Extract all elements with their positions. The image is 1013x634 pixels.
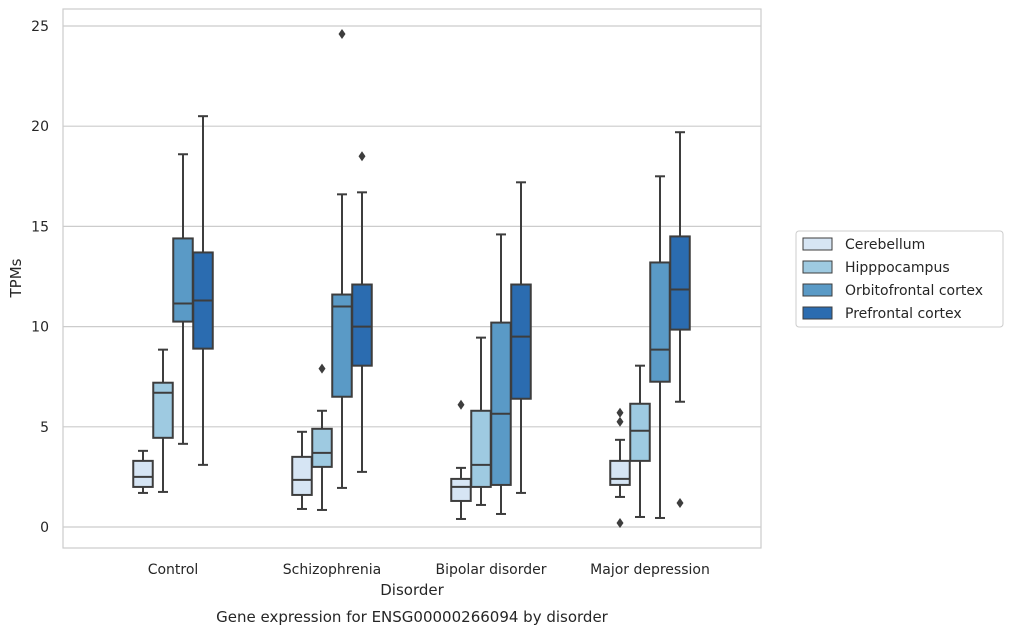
outlier-point — [616, 407, 624, 418]
legend-swatch — [802, 237, 833, 251]
box-0-1 — [152, 348, 174, 493]
iqr-box — [609, 459, 631, 486]
iqr-box — [331, 293, 353, 398]
y-tick-label: 15 — [31, 219, 49, 235]
box-3-3 — [669, 131, 691, 508]
outlier-point — [358, 151, 366, 162]
outlier-point — [676, 497, 684, 508]
outlier-point — [616, 517, 624, 528]
box-3-0 — [609, 407, 631, 528]
iqr-box — [470, 409, 492, 488]
x-axis-label: Disorder — [380, 581, 444, 599]
box-3-2 — [649, 175, 671, 519]
y-tick-label: 10 — [31, 320, 49, 336]
x-tick-labels: Control Schizophrenia Bipolar disorder Majo… — [148, 562, 710, 578]
legend-swatch — [802, 283, 833, 297]
iqr-box — [172, 237, 194, 323]
chart-caption: Gene expression for ENSG00000266094 by d… — [216, 608, 609, 626]
legend-entry-label: Cerebellum — [845, 237, 925, 253]
iqr-box — [510, 283, 532, 400]
iqr-box — [669, 235, 691, 331]
iqr-box — [291, 455, 313, 496]
x-tick-label: Control — [148, 562, 199, 578]
box-0-3 — [192, 115, 214, 466]
x-tick-label: Major depression — [590, 562, 710, 578]
iqr-box — [351, 283, 373, 367]
outlier-point — [616, 416, 624, 427]
iqr-box — [649, 261, 671, 383]
plot-frame — [62, 8, 762, 549]
legend-swatch — [802, 260, 833, 274]
legend-entry-label: Prefrontal cortex — [845, 306, 962, 322]
outlier-point — [338, 29, 346, 40]
box-2-1 — [470, 336, 492, 506]
box-2-2 — [490, 233, 512, 515]
box-0-0 — [132, 449, 154, 494]
iqr-box — [311, 427, 333, 468]
legend-swatch — [802, 306, 833, 320]
box-plot-boxes — [132, 29, 691, 528]
y-tick-label: 20 — [31, 119, 49, 135]
legend-entry-label: Hipppocampus — [845, 260, 950, 276]
iqr-box — [450, 477, 472, 502]
y-axis-label: TPMs — [7, 258, 25, 298]
box-1-1 — [311, 363, 333, 511]
box-3-1 — [629, 364, 651, 518]
outlier-point — [457, 399, 465, 410]
x-tick-label: Bipolar disorder — [435, 562, 546, 578]
legend-entry-label: Orbitofrontal cortex — [845, 283, 983, 299]
box-1-0 — [291, 430, 313, 510]
y-tick-label: 5 — [40, 420, 49, 436]
y-gridlines — [63, 25, 761, 528]
y-tick-labels: 0 5 10 15 20 25 — [31, 19, 49, 536]
iqr-box — [490, 321, 512, 486]
box-1-3 — [351, 151, 373, 473]
outlier-point — [318, 363, 326, 374]
y-tick-label: 25 — [31, 19, 49, 35]
iqr-box — [629, 402, 651, 462]
x-tick-label: Schizophrenia — [283, 562, 381, 578]
legend: Cerebellum Hipppocampus Orbitofrontal cort… — [795, 230, 1004, 328]
legend-frame — [795, 230, 1004, 328]
box-2-0 — [450, 399, 472, 520]
box-2-3 — [510, 181, 532, 494]
iqr-box — [132, 459, 154, 488]
y-tick-label: 0 — [40, 520, 49, 536]
iqr-box — [152, 381, 174, 439]
